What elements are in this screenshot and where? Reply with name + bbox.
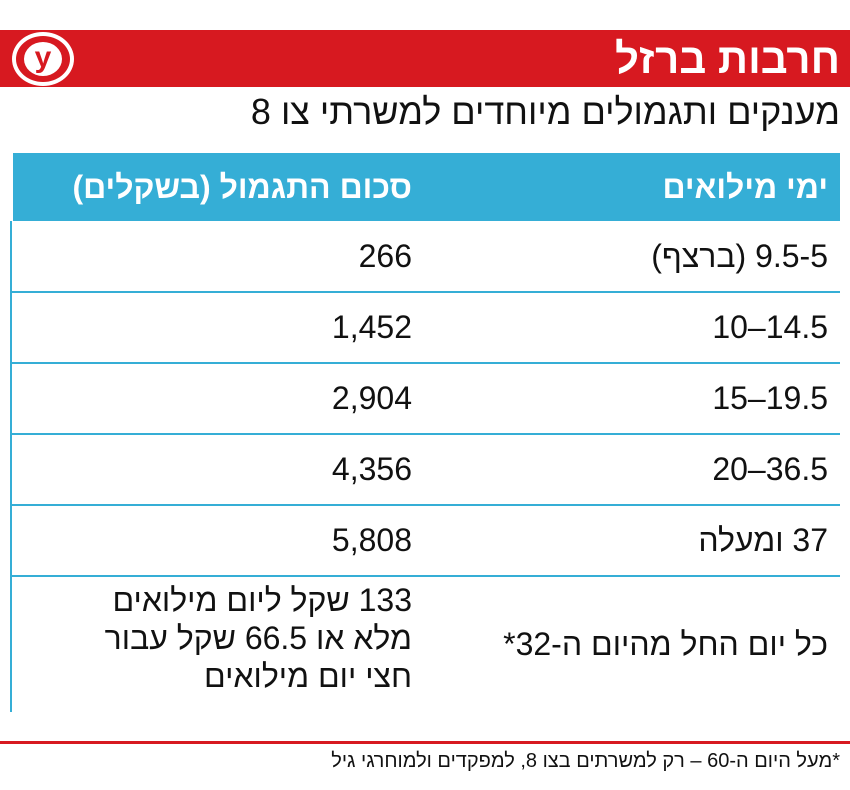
amount-cell: 266: [10, 221, 424, 291]
days-cell: 36.5–20: [712, 451, 828, 487]
column-header-amount: סכום התגמול (בשקלים): [10, 153, 424, 221]
table-row: 19.5–15 2,904: [10, 362, 840, 433]
table-row: 36.5–20 4,356: [10, 433, 840, 504]
footnote: *מעל היום ה-60 – רק למשרתים בצו 8, למפקד…: [331, 750, 840, 772]
table-header-row: ימי מילואים סכום התגמול (בשקלים): [10, 153, 840, 221]
page-title: חרבות ברזל: [614, 35, 840, 82]
amount-line: מלא או 66.5 שקל עבור: [104, 620, 412, 656]
title-banner: חרבות ברזל: [0, 30, 850, 87]
days-cell: 37 ומעלה: [698, 522, 828, 558]
footer-divider: [0, 741, 850, 744]
table-row: 14.5–10 1,452: [10, 291, 840, 362]
days-cell: כל יום החל מהיום ה-32*: [503, 626, 828, 662]
amount-line: חצי יום מילואים: [204, 658, 412, 694]
column-header-days: ימי מילואים: [662, 168, 828, 205]
days-cell: 14.5–10: [712, 309, 828, 345]
table-row: 37 ומעלה 5,808: [10, 504, 840, 575]
grants-table: ימי מילואים סכום התגמול (בשקלים) 9.5-5 (…: [10, 153, 840, 712]
page-subtitle: מענקים ותגמולים מיוחדים למשרתי צו 8: [250, 91, 840, 132]
amount-line: 133 שקל ליום מילואים: [112, 582, 412, 618]
amount-cell: 4,356: [10, 435, 424, 504]
logo-letter: y: [24, 42, 62, 76]
table-row-last: כל יום החל מהיום ה-32* 133 שקל ליום מילו…: [10, 575, 840, 712]
amount-cell: 5,808: [10, 506, 424, 575]
days-cell: 19.5–15: [712, 380, 828, 416]
ynet-logo-icon: y: [12, 32, 74, 86]
amount-cell-multiline: 133 שקל ליום מילואים מלא או 66.5 שקל עבו…: [10, 577, 424, 712]
amount-cell: 1,452: [10, 293, 424, 362]
days-cell: 9.5-5 (ברצף): [651, 237, 828, 274]
table-row: 9.5-5 (ברצף) 266: [10, 221, 840, 291]
amount-cell: 2,904: [10, 364, 424, 433]
